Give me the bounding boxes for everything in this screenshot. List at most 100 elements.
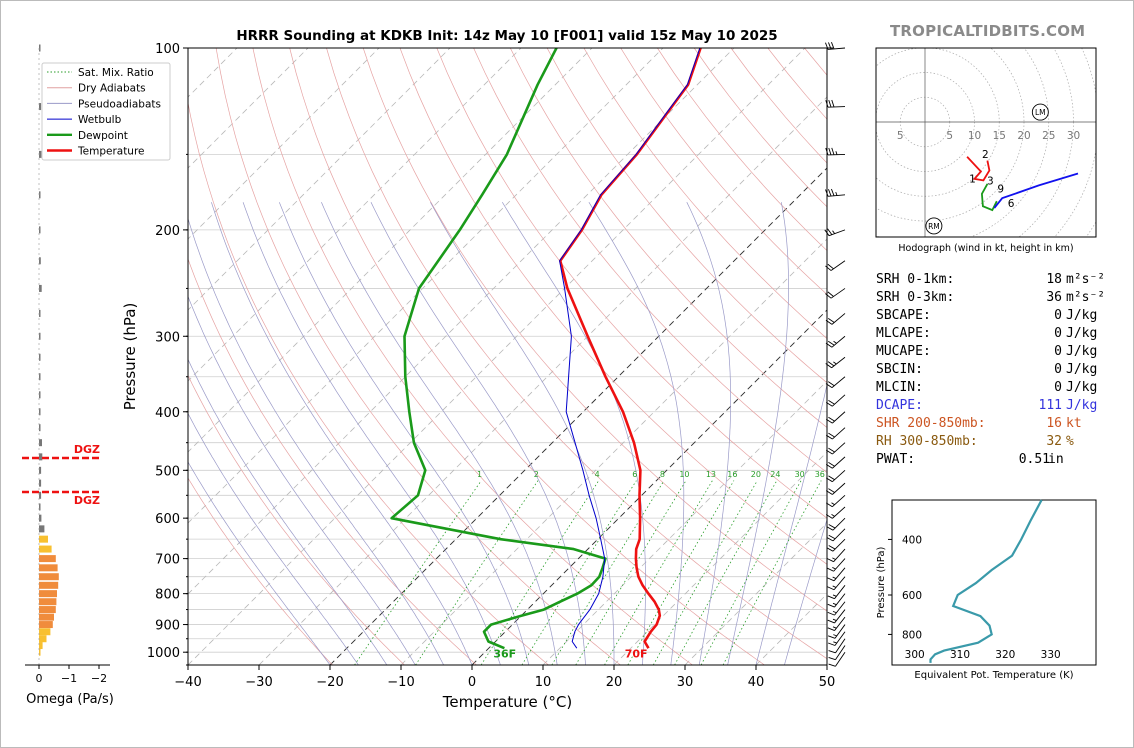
parameter-unit: J/kg bbox=[1066, 344, 1098, 359]
isotherm bbox=[258, 96, 827, 665]
omega-bar bbox=[39, 309, 41, 317]
hodograph-height-label: 3 bbox=[987, 175, 994, 187]
theta-e-y-tick-label: 800 bbox=[902, 629, 922, 641]
omega-tick-label: −2 bbox=[91, 672, 107, 685]
barb-half-flag bbox=[831, 514, 835, 517]
dry-adiabat bbox=[399, 48, 827, 565]
y-tick-label: 1000 bbox=[147, 646, 180, 661]
x-tick-label: 30 bbox=[677, 675, 694, 690]
barb-flag bbox=[825, 265, 832, 271]
parameter-value: 0 bbox=[1054, 344, 1062, 359]
mixing-ratio-line bbox=[415, 480, 539, 665]
hodograph-grid bbox=[876, 48, 1096, 237]
dgz-label: DGZ bbox=[74, 443, 100, 456]
barb-flag bbox=[827, 603, 835, 608]
x-tick-label: 20 bbox=[606, 675, 623, 690]
pseudoadiabat bbox=[188, 295, 416, 665]
profile-temperature bbox=[559, 48, 702, 649]
barb-flag bbox=[825, 383, 833, 389]
parameter-unit: J/kg bbox=[1066, 398, 1098, 413]
barb-flag bbox=[824, 229, 830, 236]
barb-half-flag bbox=[833, 634, 837, 637]
omega-bar bbox=[39, 535, 48, 543]
parameter-value: 0 bbox=[1054, 326, 1062, 341]
parameter-unit: J/kg bbox=[1066, 380, 1098, 395]
barb-flag bbox=[828, 488, 835, 493]
isotherm-highlight bbox=[329, 167, 827, 665]
pseudoadiabat bbox=[188, 217, 444, 665]
barb-half-flag bbox=[832, 230, 836, 234]
theta-e-y-tick-label: 600 bbox=[902, 590, 922, 602]
mixing-ratio-line bbox=[722, 480, 822, 665]
mixing-ratio-line bbox=[480, 480, 600, 665]
parameter-label: MLCAPE: bbox=[876, 326, 931, 341]
barb-flag bbox=[825, 477, 833, 483]
omega-bar bbox=[39, 44, 41, 52]
dry-adiabat bbox=[188, 477, 333, 665]
surface-temp-label: 70F bbox=[625, 648, 648, 661]
isotherm bbox=[0, 48, 24, 665]
x-tick-label: 0 bbox=[468, 675, 476, 690]
barb-flag bbox=[828, 461, 835, 467]
barb-half-flag bbox=[832, 610, 837, 614]
barb-flag bbox=[825, 449, 833, 455]
parameter-value: 0 bbox=[1054, 308, 1062, 323]
hodograph-ring-label: 5 bbox=[897, 130, 904, 142]
legend: Sat. Mix. Ratio Dry Adiabats Pseudoadiabat… bbox=[41, 62, 171, 161]
parameter-row: MLCIN: 0 J/kg bbox=[876, 380, 1106, 398]
parameter-row: PWAT: 0.51 in bbox=[876, 452, 1106, 470]
barb-half-flag bbox=[831, 502, 835, 506]
barb-flag bbox=[828, 650, 836, 654]
dry-adiabat bbox=[583, 48, 827, 340]
dry-adiabat bbox=[436, 48, 827, 519]
barb-flag bbox=[827, 577, 835, 582]
legend-label: Dewpoint bbox=[78, 130, 128, 142]
omega-bar bbox=[39, 514, 42, 522]
isotherm bbox=[400, 238, 827, 665]
mixing-ratio-label: 20 bbox=[751, 470, 761, 479]
hodograph-bg bbox=[876, 48, 1096, 237]
omega-tick-label: −1 bbox=[61, 672, 77, 685]
y-tick-label: 200 bbox=[155, 224, 180, 239]
pseudoadiabat bbox=[755, 383, 827, 665]
hodograph-trace-green bbox=[980, 183, 998, 212]
mixing-ratio-label: 30 bbox=[795, 470, 805, 479]
barb-half-flag bbox=[833, 340, 837, 344]
mixing-ratio-line bbox=[551, 480, 665, 665]
parameter-label: SRH 0-3km: bbox=[876, 290, 955, 305]
mixing-ratio-line bbox=[575, 480, 687, 665]
mixing-ratio-line bbox=[604, 480, 713, 665]
mixing-ratio-label: 36 bbox=[815, 470, 825, 479]
barb-flag bbox=[825, 514, 833, 519]
parameter-unit: J/kg bbox=[1066, 362, 1098, 377]
dry-adiabat bbox=[188, 374, 405, 665]
parameter-row: DCAPE: 111 J/kg bbox=[876, 398, 1106, 416]
pseudoadiabat bbox=[188, 358, 388, 665]
barb-half-flag bbox=[832, 618, 837, 622]
dgz-label: DGZ bbox=[74, 494, 100, 507]
profile-dewpoint bbox=[390, 48, 607, 650]
barb-flag bbox=[825, 319, 833, 325]
storm-motion-marker bbox=[1031, 103, 1049, 121]
hodograph-height-label: 2 bbox=[982, 149, 989, 161]
hodograph-ring-label: 20 bbox=[1017, 130, 1030, 142]
hodograph-trace-red bbox=[966, 156, 991, 182]
barb-half-flag bbox=[832, 626, 837, 629]
barb-flag bbox=[828, 475, 835, 481]
barb-flag bbox=[825, 434, 833, 440]
y-axis-label: Pressure (hPa) bbox=[121, 303, 139, 411]
omega-bar bbox=[39, 103, 42, 111]
profile-wetbulb bbox=[559, 48, 701, 649]
theta-e-profile bbox=[929, 499, 1043, 663]
theta-e-frame bbox=[891, 499, 1097, 666]
omega-axis-label: Omega (Pa/s) bbox=[26, 692, 114, 707]
omega-bar bbox=[39, 284, 42, 292]
barb-flag bbox=[827, 317, 835, 323]
barb-flag bbox=[827, 361, 835, 367]
omega-bar bbox=[39, 581, 59, 589]
barb-staff bbox=[835, 645, 846, 660]
barb-flag bbox=[828, 663, 836, 667]
parameter-label: PWAT: bbox=[876, 452, 916, 467]
omega-bar bbox=[39, 373, 41, 381]
pseudoadiabat bbox=[321, 202, 558, 665]
